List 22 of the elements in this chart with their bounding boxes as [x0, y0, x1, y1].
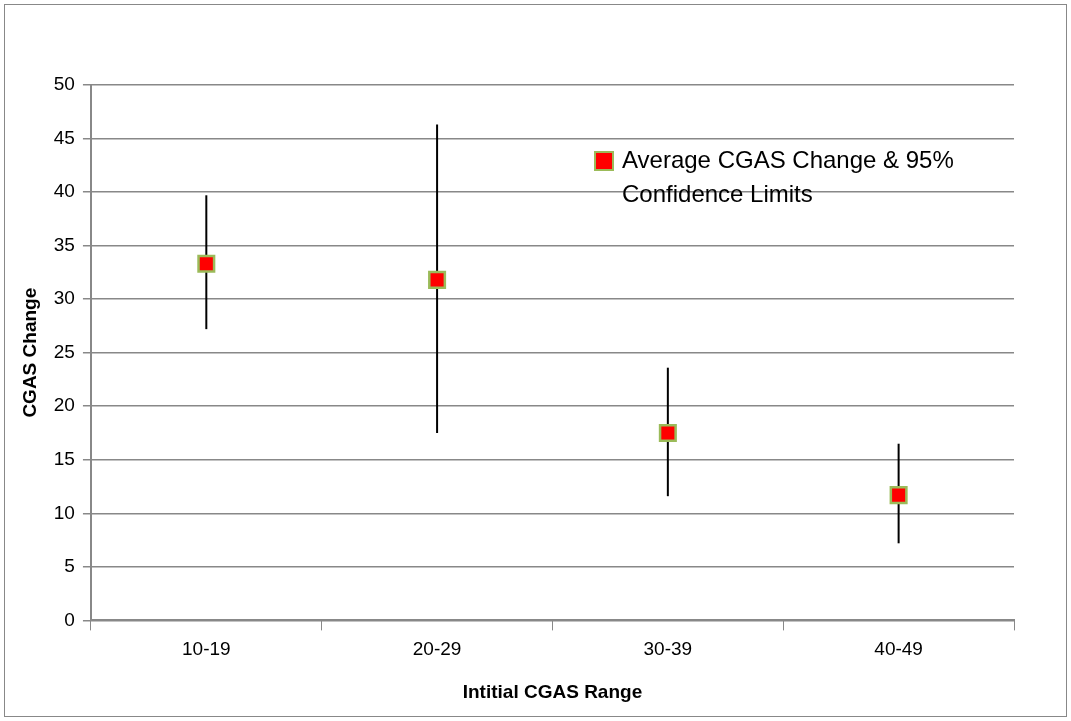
point	[197, 254, 216, 273]
x-tick-label: 30-39	[643, 638, 693, 660]
y-axis-title: CGAS Change	[18, 287, 40, 418]
y-tick-label: 10	[53, 501, 75, 523]
x-tick-label: 10-19	[182, 638, 231, 660]
y-tick-label: 40	[53, 180, 75, 202]
y-tick-label: 45	[53, 126, 75, 148]
point	[428, 270, 447, 289]
y-tick-label: 5	[64, 555, 75, 577]
x-tick-label: 40-49	[874, 638, 923, 660]
x-tick-label: 20-29	[412, 638, 462, 660]
y-tick-label: 15	[53, 448, 75, 470]
point	[658, 423, 677, 443]
legend-label: Average CGAS Change & 95% Confidence Limits	[622, 145, 954, 209]
y-tick-label: 25	[53, 340, 75, 362]
y-tick-label: 35	[53, 233, 75, 255]
y-tick-label: 30	[53, 287, 75, 309]
x-axis-title: Intitial CGAS Range	[462, 680, 643, 702]
y-tick-label: 20	[53, 394, 75, 416]
y-tick-label: 50	[53, 73, 75, 95]
point	[889, 486, 908, 505]
y-tick-label: 0	[64, 608, 75, 630]
